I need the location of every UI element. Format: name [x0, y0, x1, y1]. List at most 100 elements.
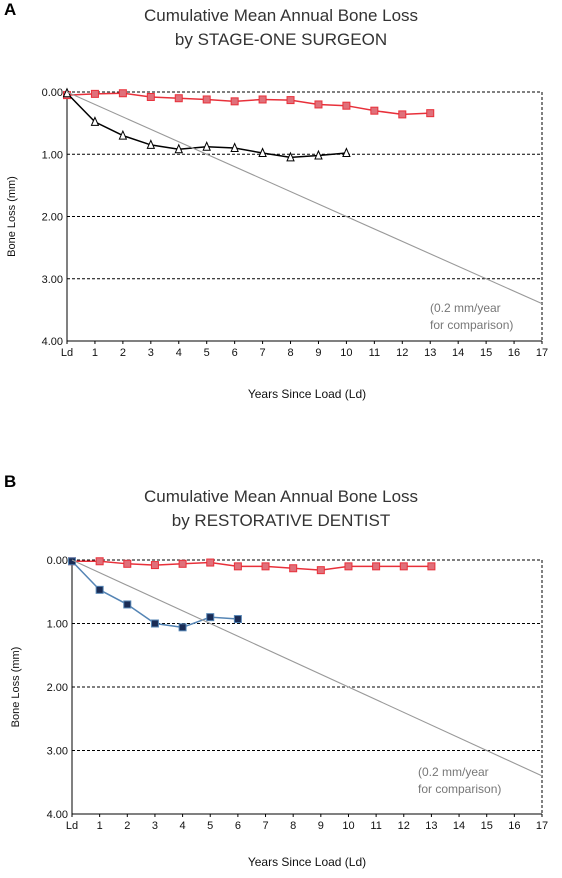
x-tick-label: 9	[318, 820, 324, 832]
series-1-point	[202, 95, 211, 104]
x-tick-label: 12	[398, 820, 410, 832]
panel-letter: A	[4, 0, 17, 19]
y-tick-label: 4.00	[47, 809, 68, 821]
series-2-point	[202, 141, 211, 151]
x-tick-label: 16	[508, 347, 520, 359]
series-1-point	[314, 100, 323, 109]
y-tick-label: 3.00	[42, 274, 63, 286]
x-tick-label: Ld	[61, 347, 73, 359]
x-tick-label: 14	[452, 347, 464, 359]
x-tick-label: 3	[148, 347, 154, 359]
series-2-point	[286, 151, 295, 162]
series-1-point	[398, 110, 407, 119]
series-1-point	[261, 562, 270, 571]
chart-title-block: Cumulative Mean Annual Bone Loss by STAG…	[0, 4, 562, 52]
y-tick-label: 4.00	[42, 336, 63, 348]
x-tick-label: 2	[120, 347, 126, 359]
series-2-point	[342, 147, 351, 158]
series-2-point	[174, 143, 184, 154]
x-tick-label: 6	[232, 347, 238, 359]
chart-title-block: Cumulative Mean Annual Bone Loss by REST…	[0, 485, 562, 533]
series-2-point	[123, 600, 132, 609]
series-1-point	[95, 557, 104, 566]
x-tick-label: 9	[315, 347, 321, 359]
series-1-point	[342, 101, 351, 110]
series-1-point	[427, 562, 436, 571]
x-tick-label: 16	[508, 820, 520, 832]
comparison-annotation: for comparison)	[418, 782, 501, 796]
series-2-point	[146, 139, 156, 149]
comparison-annotation: for comparison)	[430, 318, 513, 332]
y-tick-label: 2.00	[42, 212, 63, 224]
panel-a: A Cumulative Mean Annual Bone Loss by ST…	[0, 0, 562, 401]
series-1-point	[206, 558, 215, 567]
x-tick-label: 6	[235, 820, 241, 832]
series-1-point	[286, 96, 295, 105]
series-2-point	[233, 615, 242, 624]
series-1-point	[174, 94, 183, 103]
series-1-point	[233, 562, 242, 571]
x-tick-label: 12	[396, 347, 408, 359]
series-1-point	[289, 564, 298, 573]
series-1-point	[344, 562, 353, 571]
chart-title: Cumulative Mean Annual Bone Loss	[143, 487, 419, 506]
x-tick-label: 17	[536, 820, 548, 832]
series-2-point	[230, 142, 239, 153]
series-2-point	[206, 613, 215, 622]
series-2-point	[95, 585, 104, 594]
series-1-line	[72, 560, 432, 571]
x-tick-label: 11	[370, 820, 381, 832]
x-tick-label: 10	[342, 820, 354, 832]
reference-line	[66, 91, 543, 305]
series-1-point	[370, 106, 379, 115]
series-1-point	[178, 559, 187, 568]
x-tick-label: 8	[287, 347, 293, 359]
x-tick-label: 17	[536, 347, 548, 359]
series-2-point	[314, 149, 323, 160]
x-tick-label: 10	[340, 347, 352, 359]
series-1-line	[66, 92, 431, 116]
series-2-point	[90, 116, 100, 126]
x-tick-label: 1	[92, 347, 98, 359]
y-axis-label: Bone Loss (mm)	[6, 176, 18, 257]
series-1-point	[150, 561, 159, 570]
x-tick-label: 1	[97, 820, 103, 832]
y-tick-label: 1.00	[42, 149, 63, 161]
chart-subtitle: by RESTORATIVE DENTIST	[171, 511, 391, 530]
series-1-point	[230, 97, 239, 106]
y-tick-label: 0.00	[42, 87, 63, 99]
series-2-point	[118, 129, 128, 140]
series-1-point	[146, 92, 155, 101]
series-1-point	[123, 559, 132, 568]
x-tick-label: 8	[290, 820, 296, 832]
x-tick-label: 7	[260, 347, 266, 359]
x-tick-label: 4	[176, 347, 182, 359]
y-tick-label: 1.00	[47, 619, 68, 631]
x-tick-label: 13	[425, 820, 437, 832]
comparison-annotation: (0.2 mm/year	[430, 301, 501, 315]
series-1-point	[258, 95, 267, 104]
x-tick-label: 5	[204, 347, 210, 359]
x-axis-label: Years Since Load (Ld)	[248, 855, 366, 869]
x-tick-label: 15	[480, 347, 492, 359]
reference-line	[71, 559, 543, 777]
series-1-point	[426, 109, 435, 118]
x-tick-label: 2	[124, 820, 130, 832]
series-1-point	[118, 89, 127, 98]
series-2-point	[258, 147, 267, 158]
series-1-point	[399, 562, 408, 571]
x-axis-label: Years Since Load (Ld)	[248, 387, 366, 401]
chart-title: Cumulative Mean Annual Bone Loss	[143, 6, 419, 25]
y-tick-label: 0.00	[47, 555, 68, 567]
comparison-annotation: (0.2 mm/year	[418, 765, 489, 779]
x-tick-label: 5	[207, 820, 213, 832]
x-tick-label: Ld	[66, 820, 78, 832]
x-tick-label: 14	[453, 820, 465, 832]
x-tick-label: 4	[180, 820, 186, 832]
y-tick-label: 3.00	[47, 746, 68, 758]
series-1-point	[316, 566, 325, 575]
y-axis-label: Bone Loss (mm)	[10, 647, 22, 728]
series-1-point	[372, 562, 381, 571]
